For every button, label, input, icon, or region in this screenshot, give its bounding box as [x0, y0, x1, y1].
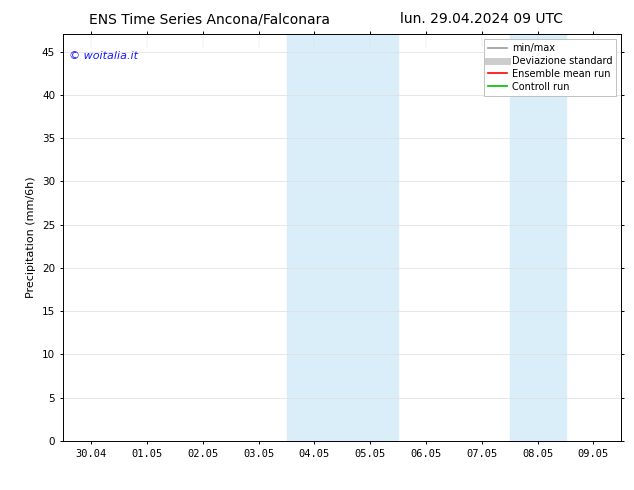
Legend: min/max, Deviazione standard, Ensemble mean run, Controll run: min/max, Deviazione standard, Ensemble m… — [484, 39, 616, 96]
Text: © woitalia.it: © woitalia.it — [69, 50, 138, 61]
Bar — [287, 34, 342, 441]
Bar — [342, 34, 398, 441]
Bar — [510, 34, 566, 441]
Text: ENS Time Series Ancona/Falconara: ENS Time Series Ancona/Falconara — [89, 12, 330, 26]
Y-axis label: Precipitation (mm/6h): Precipitation (mm/6h) — [26, 177, 36, 298]
Text: lun. 29.04.2024 09 UTC: lun. 29.04.2024 09 UTC — [400, 12, 564, 26]
